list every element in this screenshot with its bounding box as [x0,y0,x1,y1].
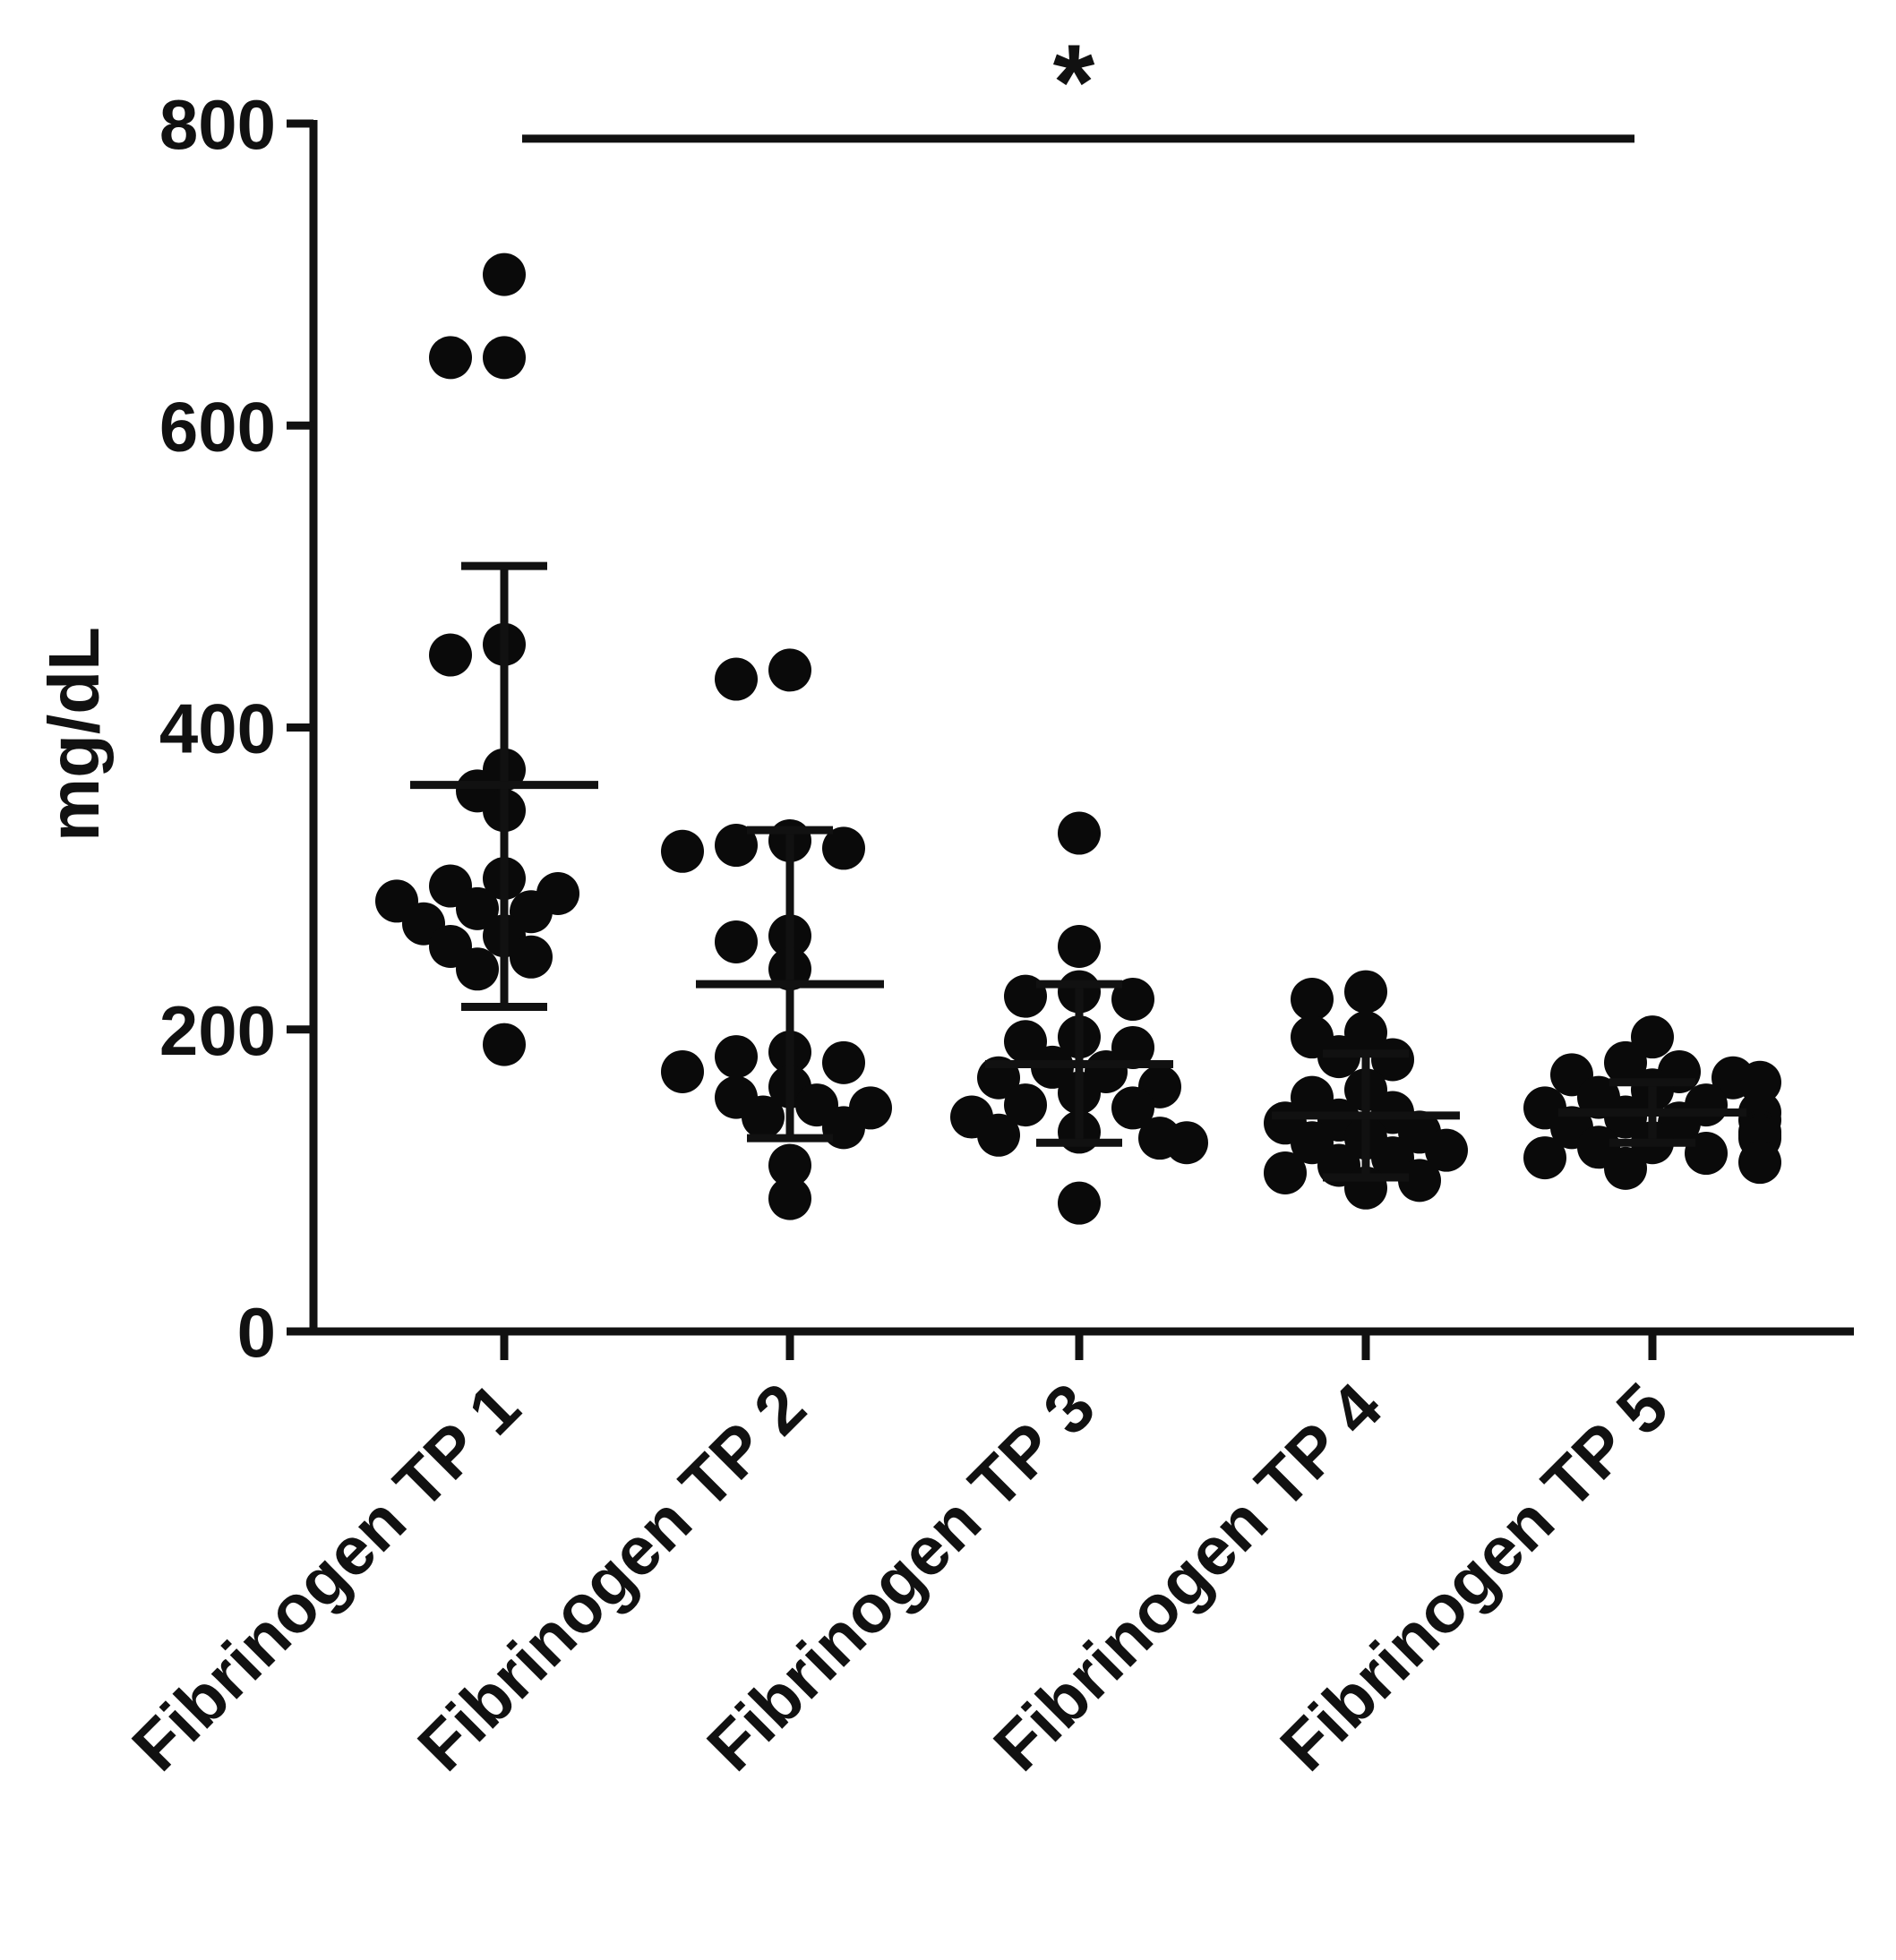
data-point [1264,1151,1307,1194]
data-point [483,336,526,380]
data-point [1004,1083,1047,1127]
data-point [715,824,758,868]
data-point [715,657,758,701]
axes [287,119,1854,1360]
plot-marks [375,134,1781,1225]
data-point [1058,811,1101,855]
data-point [1058,1181,1101,1225]
y-tick-label: 800 [159,85,276,164]
data-point [1371,1038,1414,1082]
significance-asterisk: * [1053,22,1095,142]
data-point [1004,1020,1047,1064]
data-point [1738,1060,1781,1104]
data-point [1523,1136,1566,1180]
data-point [483,252,526,296]
data-point [1398,1159,1441,1203]
data-point [1058,925,1101,969]
data-point [456,947,499,991]
y-tick-label: 200 [159,991,276,1070]
data-point [1425,1128,1468,1172]
y-tick-label: 600 [159,387,276,466]
data-point [1111,1086,1154,1130]
data-point [661,1049,704,1093]
data-point [1291,978,1334,1022]
y-tick-label: 0 [237,1293,276,1372]
data-point [822,826,865,870]
data-point [977,1113,1020,1157]
data-point [1631,1015,1674,1059]
data-point [1604,1146,1647,1190]
data-point [661,829,704,873]
data-point [1685,1132,1728,1176]
data-point [715,1035,758,1079]
data-point [768,1177,811,1220]
data-point [1604,1040,1647,1084]
y-tick-label: 400 [159,689,276,768]
data-point [429,336,472,380]
data-point [742,1095,785,1139]
y-axis-title: mg/dL [34,627,114,842]
data-point [1165,1121,1208,1165]
data-point [822,1040,865,1084]
data-point [822,1106,865,1150]
data-point [483,1023,526,1066]
data-point [715,920,758,963]
data-point [768,648,811,692]
data-point [1738,1141,1781,1185]
data-point [1111,978,1154,1022]
data-point [1344,970,1387,1014]
data-point [1604,1095,1647,1139]
data-point [768,1143,811,1187]
data-point [429,633,472,677]
data-point [510,935,553,979]
data-point [456,886,499,930]
